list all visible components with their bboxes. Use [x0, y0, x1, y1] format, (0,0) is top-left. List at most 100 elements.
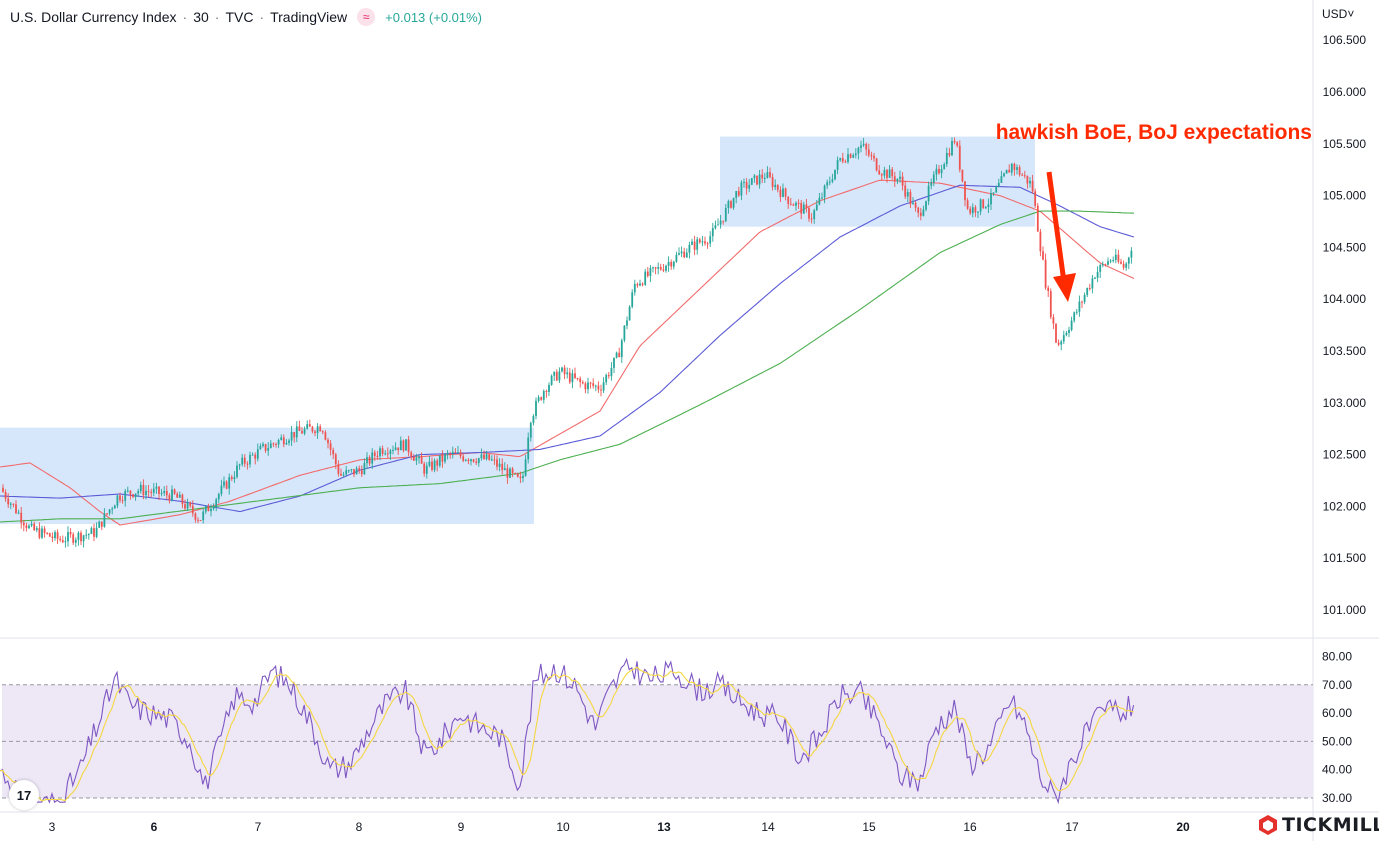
candle-body: [896, 178, 899, 182]
symbol-name[interactable]: U.S. Dollar Currency Index: [10, 9, 177, 25]
candle-body: [691, 241, 693, 245]
wave-icon[interactable]: ≈: [357, 8, 376, 26]
candle-body: [415, 458, 418, 461]
candle-body: [873, 155, 875, 159]
rsi-axis[interactable]: 80.00 70.00 60.00 50.00 40.00 30.00: [1322, 650, 1352, 806]
candle-body: [181, 494, 184, 505]
candle-body: [345, 470, 348, 475]
candle-body: [867, 149, 870, 156]
range-box[interactable]: [0, 427, 534, 525]
rsi-panel[interactable]: [0, 657, 1313, 805]
candle-body: [228, 477, 231, 489]
candle-body: [774, 184, 777, 188]
candle-body: [810, 218, 813, 220]
candle-body: [735, 191, 738, 198]
candle-body: [43, 528, 46, 533]
candle-body: [103, 513, 106, 527]
candle-body: [1081, 301, 1083, 303]
candle-body: [997, 182, 1000, 187]
candle-body: [1096, 271, 1099, 278]
candle-body: [20, 512, 23, 523]
candle-body: [524, 459, 527, 476]
candle-body: [514, 473, 517, 475]
candle-body: [990, 193, 992, 205]
candle-body: [529, 422, 532, 438]
tradingview-logo-icon[interactable]: 17: [9, 780, 39, 810]
interval-label[interactable]: 30: [193, 9, 209, 25]
price-change: +0.013 (+0.01%): [385, 9, 483, 25]
candle-body: [922, 209, 925, 216]
candle-body: [727, 201, 730, 208]
candle-body: [589, 382, 592, 384]
candle-body: [641, 283, 644, 285]
candle-body: [1055, 323, 1057, 343]
candle-body: [750, 178, 753, 185]
moving-average-line[interactable]: [0, 184, 1135, 513]
candle-body: [1109, 260, 1112, 262]
candle-body: [1016, 167, 1018, 170]
candle-body: [688, 244, 691, 253]
candle-body: [399, 440, 402, 451]
candle-body: [30, 523, 33, 526]
candle-body: [56, 532, 59, 539]
candle-body: [464, 459, 467, 461]
candle-body: [262, 444, 264, 447]
candle-body: [199, 520, 202, 522]
candle-body: [511, 468, 514, 474]
candle-body: [272, 443, 275, 445]
moving-average-line[interactable]: [0, 179, 1135, 526]
candle-body: [1114, 254, 1117, 261]
candle-body: [724, 207, 727, 222]
price-tick-label: 103.500: [1323, 344, 1367, 358]
price-tick-label: 101.000: [1323, 603, 1367, 617]
rsi-line[interactable]: [0, 657, 1135, 805]
candle-body: [246, 463, 249, 465]
candle-body: [12, 503, 15, 505]
candle-body: [644, 271, 647, 285]
candle-body: [763, 177, 766, 179]
candle-body: [566, 372, 569, 375]
candle-body: [932, 174, 935, 183]
candlestick-series[interactable]: [2, 137, 1133, 548]
currency-selector[interactable]: USD˅: [1322, 7, 1355, 21]
candle-body: [766, 172, 769, 178]
candle-body: [1039, 231, 1042, 252]
candle-body: [613, 357, 615, 368]
candle-body: [1057, 342, 1060, 345]
candle-body: [392, 449, 394, 451]
candle-body: [386, 453, 389, 455]
time-axis[interactable]: 3 6 7 8 9 10 13 14 15 16 17 20: [49, 820, 1190, 834]
candle-body: [176, 493, 179, 498]
candle-body: [620, 340, 623, 358]
candle-body: [1013, 163, 1016, 170]
candle-body: [821, 197, 823, 199]
rsi-ma-line[interactable]: [0, 666, 1134, 802]
candle-body: [142, 484, 145, 496]
candle-body: [680, 251, 683, 254]
candle-body: [925, 201, 927, 210]
candle-body: [350, 469, 353, 471]
price-axis[interactable]: 106.500 106.000 105.500 105.000 104.500 104.0…: [1323, 33, 1367, 617]
candle-body: [711, 228, 714, 237]
range-box[interactable]: [720, 136, 1035, 227]
candle-body: [800, 203, 803, 214]
candle-body: [496, 459, 498, 467]
candle-body: [899, 176, 901, 179]
rsi-tick-label: 70.00: [1322, 678, 1352, 692]
candle-body: [85, 534, 88, 536]
time-tick-label: 3: [49, 820, 56, 834]
rsi-tick-label: 30.00: [1322, 791, 1352, 805]
time-tick-label: 7: [255, 820, 262, 834]
candle-body: [860, 145, 862, 148]
moving-average-line[interactable]: [0, 210, 1135, 523]
candle-body: [1005, 169, 1008, 174]
time-tick-label: 13: [657, 820, 671, 834]
candle-body: [347, 470, 350, 472]
time-tick-label: 17: [1065, 820, 1079, 834]
candle-body: [72, 534, 75, 543]
candle-body: [657, 267, 660, 269]
rsi-tick-label: 40.00: [1322, 763, 1352, 777]
candle-body: [1018, 167, 1021, 175]
candle-body: [938, 168, 940, 174]
candle-body: [730, 201, 732, 208]
